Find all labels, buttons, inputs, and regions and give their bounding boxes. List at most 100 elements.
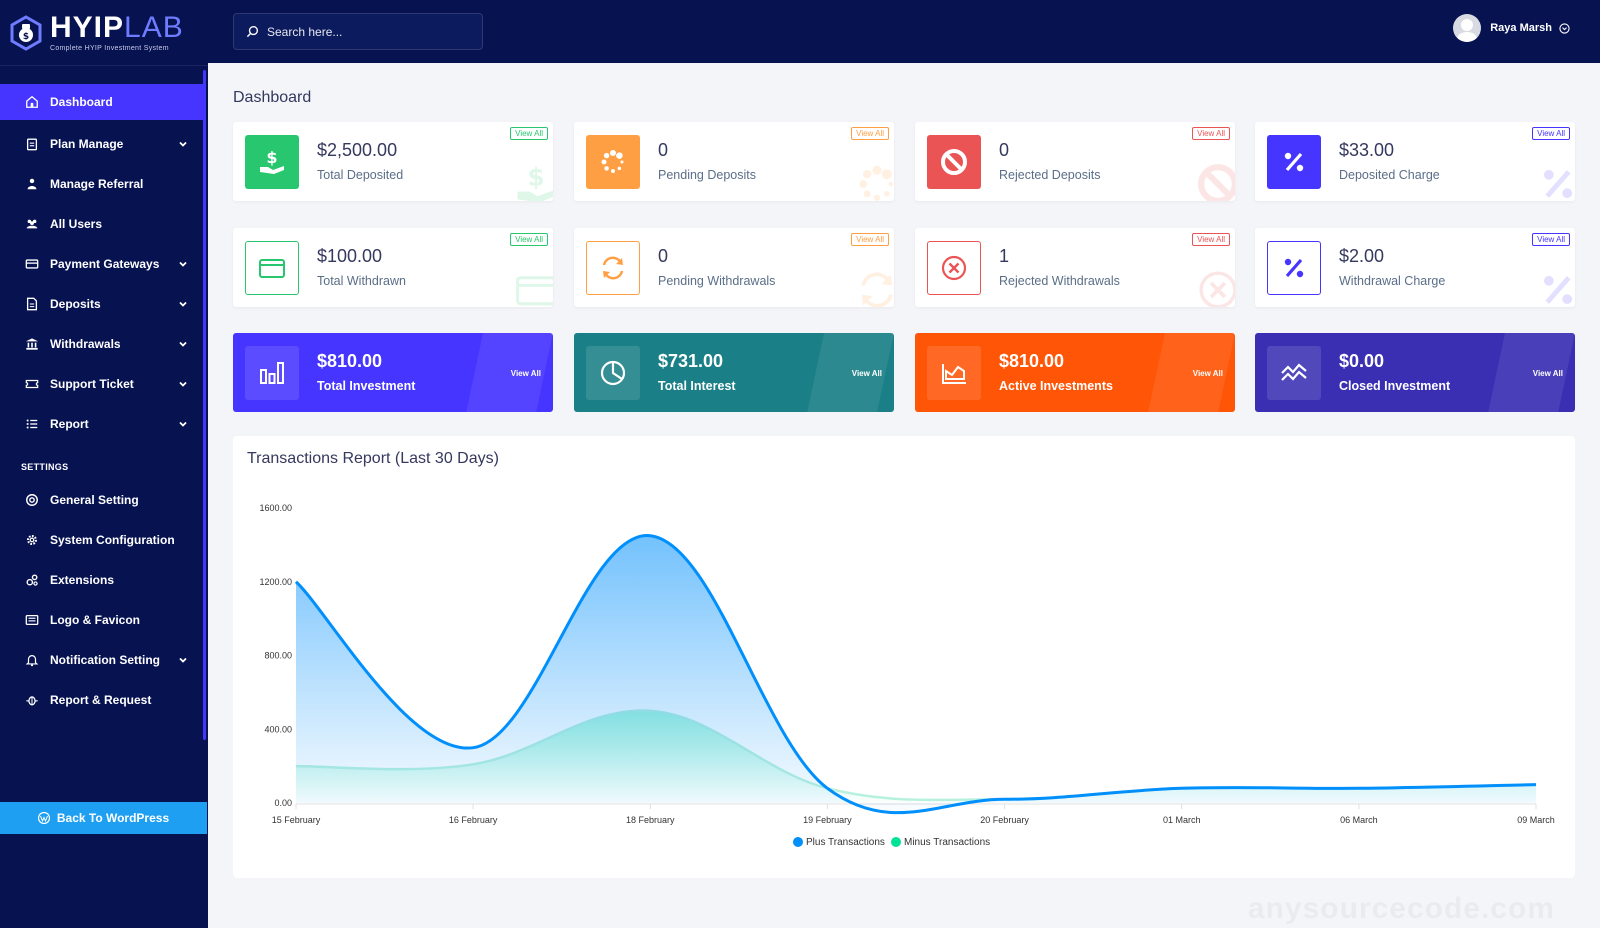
stat-label: Deposited Charge <box>1339 168 1440 182</box>
bar-chart-icon <box>245 346 299 400</box>
y-tick-label: 800.00 <box>264 651 292 661</box>
y-tick-label: 1200.00 <box>259 577 292 587</box>
sidebar-item-label: Dashboard <box>50 95 113 109</box>
view-all-button[interactable]: View All <box>1532 369 1563 378</box>
list-icon <box>24 416 40 432</box>
sidebar-item-all-users[interactable]: All Users <box>0 204 204 244</box>
refresh-icon <box>586 241 640 295</box>
chart-title: Transactions Report (Last 30 Days) <box>247 450 499 467</box>
chevron-down-icon <box>179 341 187 347</box>
stat-label: Total Deposited <box>317 168 404 182</box>
file-icon <box>24 296 40 312</box>
y-tick-label: 400.00 <box>264 724 292 734</box>
sidebar-item-label: System Configuration <box>50 533 175 547</box>
y-tick-label: 0.00 <box>274 798 292 808</box>
stat-amount: 0 <box>999 140 1010 160</box>
sidebar-item-label: Support Ticket <box>50 377 134 391</box>
sidebar-item-deposits[interactable]: Deposits <box>0 284 204 324</box>
trend-icon <box>1267 346 1321 400</box>
view-all-button[interactable]: View All <box>1192 233 1230 246</box>
stat-label: Withdrawal Charge <box>1339 274 1446 288</box>
stat-amount: $100.00 <box>317 246 383 266</box>
avatar <box>1453 14 1482 42</box>
stat-amount: $2.00 <box>1339 246 1385 266</box>
home-icon <box>24 94 40 110</box>
sidebar-scrollbar[interactable] <box>203 70 206 740</box>
series-line-plus[interactable] <box>294 534 1537 815</box>
stat-amount: 0 <box>658 140 669 160</box>
sidebar-item-report[interactable]: Report <box>0 404 204 444</box>
investment-card-closed-investment: $0.00 Closed Investment View All <box>1255 333 1575 412</box>
investment-label: Closed Investment <box>1339 379 1451 393</box>
sidebar-item-logo-favicon[interactable]: Logo & Favicon <box>0 600 204 640</box>
series-area-plus <box>296 535 1536 813</box>
view-all-button[interactable]: View All <box>1192 127 1230 140</box>
view-all-button[interactable]: View All <box>851 233 889 246</box>
brand-logo[interactable]: $ HYIPLAB Complete HYIP Investment Syste… <box>0 0 208 66</box>
chevron-down-icon <box>179 381 187 387</box>
search-icon <box>246 25 259 38</box>
search-box[interactable] <box>233 13 483 50</box>
pie-chart-icon <box>586 346 640 400</box>
user-menu[interactable]: Raya Marsh <box>1453 14 1570 42</box>
view-all-button[interactable]: View All <box>510 233 548 246</box>
svg-text:$: $ <box>23 32 29 42</box>
chevron-down-icon <box>179 657 187 663</box>
stat-amount: 0 <box>658 246 669 266</box>
view-all-button[interactable]: View All <box>510 369 541 378</box>
back-to-wordpress-button[interactable]: Back To WordPress <box>0 802 207 834</box>
cogs-icon <box>24 572 40 588</box>
sidebar-item-general-setting[interactable]: General Setting <box>0 480 204 520</box>
x-tick-label: 06 March <box>1340 815 1378 825</box>
brand-name: HYIPLAB <box>50 11 184 44</box>
chevron-down-icon <box>179 141 187 147</box>
sidebar-item-plan-manage[interactable]: Plan Manage <box>0 124 204 164</box>
transactions-chart[interactable]: 0.00 400.00 800.00 1200.00 1600.00 15 Februar… <box>233 436 1575 878</box>
search-input[interactable] <box>267 24 467 39</box>
stat-card-pending-withdrawals: 0 Pending Withdrawals View All <box>574 228 894 307</box>
referral-icon <box>24 176 40 192</box>
sidebar-item-system-configuration[interactable]: System Configuration <box>0 520 204 560</box>
sidebar-item-label: General Setting <box>50 493 139 507</box>
sidebar-item-payment-gateways[interactable]: Payment Gateways <box>0 244 204 284</box>
view-all-button[interactable]: View All <box>851 369 882 378</box>
legend-marker[interactable] <box>793 837 803 847</box>
sidebar-item-label: Notification Setting <box>50 653 160 667</box>
view-all-button[interactable]: View All <box>1532 127 1570 140</box>
percent-icon <box>1267 135 1321 189</box>
sidebar-item-dashboard[interactable]: Dashboard <box>0 84 204 120</box>
view-all-button[interactable]: View All <box>1192 369 1223 378</box>
view-all-button[interactable]: View All <box>851 127 889 140</box>
sidebar-item-support-ticket[interactable]: Support Ticket <box>0 364 204 404</box>
legend-label[interactable]: Plus Transactions <box>806 837 885 848</box>
sidebar-item-label: Report & Request <box>50 693 152 707</box>
brand-tagline: Complete HYIP Investment System <box>50 45 169 52</box>
sidebar-item-label: Withdrawals <box>50 337 121 351</box>
spinner-icon <box>586 135 640 189</box>
svg-text:$: $ <box>527 163 544 192</box>
hand-dollar-icon: $ <box>517 163 553 201</box>
x-tick-label: 18 February <box>626 815 675 825</box>
sidebar-item-extensions[interactable]: Extensions <box>0 560 204 600</box>
sidebar-item-withdrawals[interactable]: Withdrawals <box>0 324 204 364</box>
view-all-button[interactable]: View All <box>1532 233 1570 246</box>
investment-amount: $731.00 <box>658 351 724 371</box>
sidebar-item-label: Deposits <box>50 297 101 311</box>
x-tick-label: 20 February <box>980 815 1029 825</box>
legend-marker[interactable] <box>891 837 901 847</box>
legend-label[interactable]: Minus Transactions <box>904 837 990 848</box>
sidebar-item-notification-setting[interactable]: Notification Setting <box>0 640 204 680</box>
card-icon <box>24 256 40 272</box>
sidebar-item-report-request[interactable]: Report & Request <box>0 680 204 720</box>
sidebar: $ HYIPLAB Complete HYIP Investment Syste… <box>0 0 208 928</box>
refresh-icon <box>861 272 893 307</box>
view-all-button[interactable]: View All <box>510 127 548 140</box>
users-icon <box>24 216 40 232</box>
area-chart-icon <box>927 346 981 400</box>
investment-amount: $0.00 <box>1339 351 1385 371</box>
wordpress-icon <box>37 812 50 824</box>
investment-amount: $810.00 <box>999 351 1065 371</box>
stat-card-rejected-deposits: 0 Rejected Deposits View All <box>915 122 1235 201</box>
sidebar-item-manage-referral[interactable]: Manage Referral <box>0 164 204 204</box>
stat-card-deposited-charge: $33.00 Deposited Charge View All <box>1255 122 1575 201</box>
